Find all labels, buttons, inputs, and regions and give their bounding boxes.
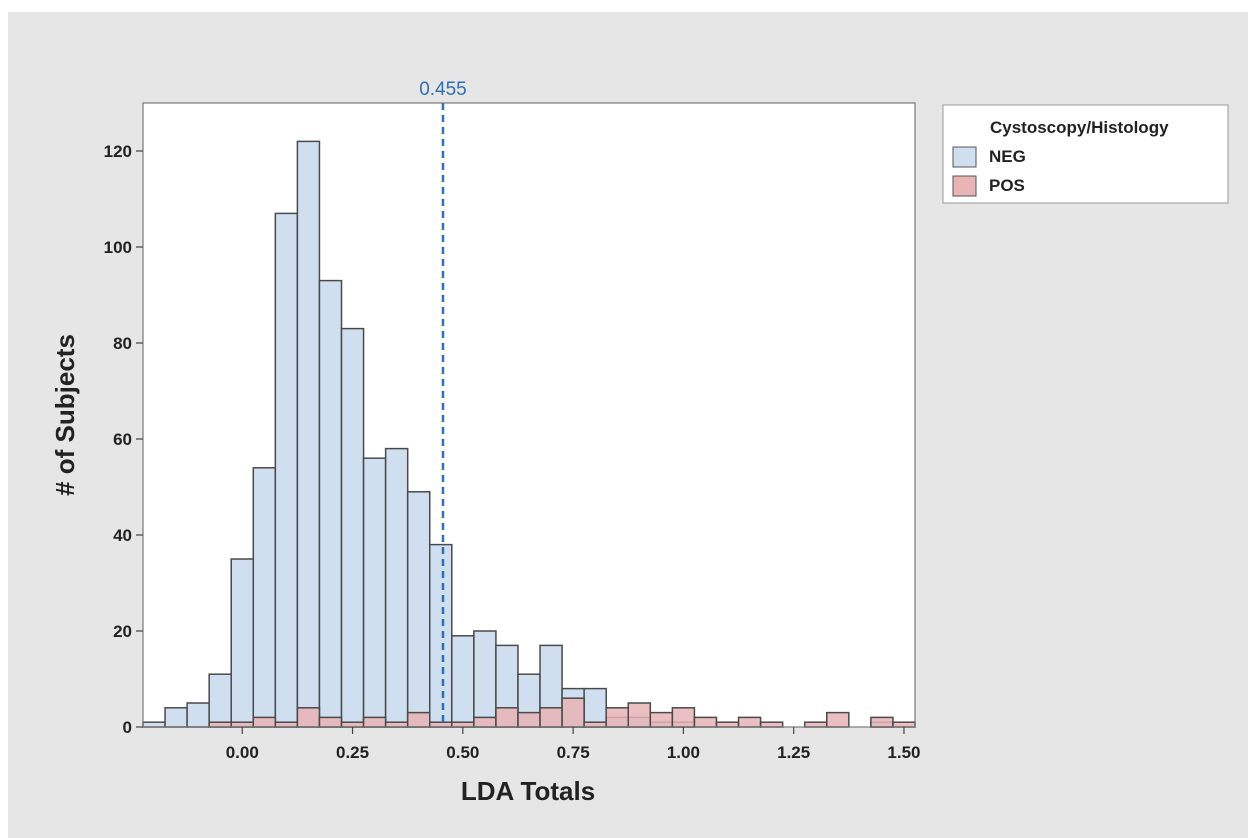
x-tick-label: 1.00 [667,743,700,762]
y-tick-label: 120 [104,142,132,161]
legend-label-neg: NEG [989,147,1026,166]
bar-pos [693,716,718,728]
bar-neg [340,327,365,728]
bar-pos [318,716,343,728]
bar-neg [164,707,188,728]
bar-pos [406,711,431,728]
bar-pos [803,721,828,728]
bar-neg [362,457,387,728]
bar-neg [428,543,453,728]
y-tick-label: 60 [113,430,132,449]
bar-pos [208,721,232,728]
x-tick-label: 0.25 [336,743,369,762]
x-tick-label: 0.50 [446,743,479,762]
x-tick-label: 1.50 [887,743,920,762]
legend-title: Cystoscopy/Histology [990,118,1169,137]
bar-pos [340,721,365,728]
bar-pos [671,707,696,728]
bar-pos [252,716,277,728]
bar-pos [561,697,585,728]
y-tick-label: 80 [113,334,132,353]
bar-pos [759,721,784,728]
bar-neg [296,140,321,728]
bar-neg [186,702,210,728]
bar-neg [252,467,277,728]
bar-pos [451,721,475,728]
bar-pos [605,707,630,728]
reference-line-label: 0.455 [419,79,467,100]
x-axis-title: LDA Totals [461,776,595,806]
y-tick-label: 40 [113,526,132,545]
bar-pos [428,721,453,728]
bar-pos [473,716,497,728]
bar-pos [627,702,652,728]
y-tick-label: 20 [113,622,132,641]
x-tick-label: 0.75 [557,743,590,762]
bar-neg [583,687,607,728]
bar-neg [406,491,431,728]
x-tick-label: 1.25 [777,743,810,762]
bar-neg [142,721,166,728]
bar-neg [318,279,343,728]
bar-neg [230,558,255,728]
bar-pos [384,721,409,728]
legend-swatch-pos [952,175,977,197]
bar-neg [384,447,409,728]
bar-pos [649,711,674,728]
bar-pos [296,707,321,728]
bar-pos [274,721,299,728]
bar-pos [362,716,387,728]
bar-pos [583,721,607,728]
bar-pos [870,716,894,728]
bar-pos [715,721,740,728]
bar-pos [539,707,563,728]
y-tick-label: 100 [104,238,132,257]
bar-neg [208,673,232,728]
bar-pos [892,721,916,728]
bar-neg [451,635,475,728]
legend: Cystoscopy/Histology NEG POS [942,104,1229,204]
y-axis-title: # of Subjects [50,334,80,496]
bar-pos [230,721,255,728]
x-tick-label: 0.00 [226,743,259,762]
y-tick-label: 0 [123,718,132,737]
bar-pos [737,716,762,728]
plot-border [142,102,916,728]
bar-pos [517,711,541,728]
bar-neg [274,212,299,728]
bar-pos [495,707,519,728]
legend-label-pos: POS [989,176,1025,195]
legend-swatch-neg [952,146,977,168]
bar-pos [826,711,850,728]
bar-neg [473,630,497,728]
